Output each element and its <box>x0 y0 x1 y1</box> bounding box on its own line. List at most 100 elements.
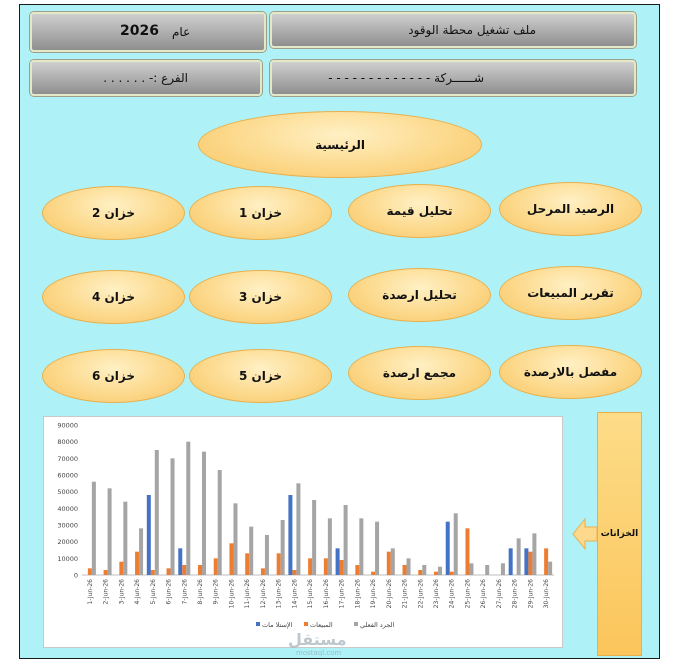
bar <box>390 548 395 575</box>
sales-report-button[interactable]: تقرير المبيعات <box>499 266 642 320</box>
balance-analysis-button[interactable]: تحليل ارصدة <box>348 268 491 322</box>
balances-summary-label: مجمع ارصدة <box>382 366 457 380</box>
bar <box>260 568 265 575</box>
year-box: 2026 عام <box>30 12 266 52</box>
y-tick-label: 80000 <box>57 438 78 446</box>
bar <box>312 500 317 575</box>
watermark-url: mostaql.com <box>296 649 342 657</box>
x-tick-label: 30-Jun-26 <box>543 579 550 608</box>
bar <box>186 441 191 575</box>
bar <box>107 488 112 575</box>
legend-swatch <box>256 622 260 626</box>
main-menu-button[interactable]: الرئيسية <box>198 111 482 178</box>
file-title-box: ملف تشغيل محطة الوقود <box>270 12 636 48</box>
left-arrow-icon <box>572 517 598 551</box>
chart-svg: 90000 80000 70000 60000 50000 40000 30000 20000… <box>57 422 554 629</box>
x-tick-label: 16-Jun-26 <box>323 579 330 608</box>
bar <box>386 551 391 575</box>
x-tick-label: 5-Jun-26 <box>150 579 157 605</box>
balance-analysis-label: تحليل ارصدة <box>382 288 457 302</box>
bar <box>119 561 124 575</box>
tank-4-button[interactable]: خزان 4 <box>42 270 185 324</box>
y-tick-label: 30000 <box>57 522 78 530</box>
bar <box>150 570 155 575</box>
bar <box>229 543 234 575</box>
tank-5-button[interactable]: خزان 5 <box>189 349 332 403</box>
bar <box>528 551 533 575</box>
bar <box>202 451 206 575</box>
y-tick-label: 70000 <box>57 455 78 463</box>
bar <box>508 548 513 575</box>
bar <box>139 528 144 575</box>
x-tick-label: 6-Jun-26 <box>166 579 173 605</box>
tanks-label: الخزانات <box>600 529 639 539</box>
x-tick-label: 19-Jun-26 <box>370 579 377 608</box>
bar <box>339 560 344 575</box>
bar <box>465 528 470 575</box>
x-tick-label: 2-Jun-26 <box>103 579 110 605</box>
tank-3-button[interactable]: خزان 3 <box>189 270 332 324</box>
x-tick-label: 20-Jun-26 <box>386 579 393 608</box>
bar <box>276 553 281 575</box>
bar <box>449 571 454 575</box>
bar <box>422 565 427 575</box>
bar <box>166 568 171 575</box>
tank-5-label: خزان 5 <box>238 369 282 383</box>
tank-3-label: خزان 3 <box>238 290 282 304</box>
bar <box>123 501 128 575</box>
bar <box>288 495 293 575</box>
tank-2-button[interactable]: خزان 2 <box>42 186 185 240</box>
main-menu-label: الرئيسية <box>315 137 365 152</box>
x-tick-label: 9-Jun-26 <box>213 579 220 605</box>
bar <box>524 548 529 575</box>
y-tick-label: 90000 <box>57 422 78 430</box>
y-tick-label: 60000 <box>57 472 78 480</box>
company-box: شــــــركة - - - - - - - - - - - - - <box>270 60 636 96</box>
y-tick-label: 0 <box>74 572 78 580</box>
watermark-logo: مستقل <box>288 630 347 649</box>
x-tick-label: 29-Jun-26 <box>527 579 534 608</box>
detailed-balances-button[interactable]: مفصل بالارصدة <box>499 345 642 399</box>
tank-1-button[interactable]: خزان 1 <box>189 186 332 240</box>
bar <box>280 520 285 575</box>
bar <box>375 521 380 575</box>
carried-balance-button[interactable]: الرصيد المرحل <box>499 182 642 236</box>
x-tick-label: 4-Jun-26 <box>134 579 141 605</box>
bar <box>217 470 222 575</box>
year-value: 2026 <box>120 23 159 39</box>
bar <box>233 503 238 575</box>
x-tick-label: 12-Jun-26 <box>260 579 267 608</box>
tank-6-label: خزان 6 <box>91 369 135 383</box>
x-tick-label: 17-Jun-26 <box>339 579 346 608</box>
y-tick-label: 20000 <box>57 538 78 546</box>
bar <box>544 548 549 575</box>
bar <box>178 548 183 575</box>
bar <box>182 565 187 575</box>
bar <box>516 538 521 575</box>
legend-label: الجرد الفعلي <box>360 621 395 629</box>
y-tick-label: 10000 <box>57 555 78 563</box>
x-tick-label: 11-Jun-26 <box>244 579 251 608</box>
bar <box>485 565 490 575</box>
x-tick-label: 10-Jun-26 <box>228 579 235 608</box>
tank-2-label: خزان 2 <box>91 206 135 220</box>
bar <box>406 558 411 575</box>
x-tick-label: 13-Jun-26 <box>276 579 283 608</box>
x-tick-label: 23-Jun-26 <box>433 579 440 608</box>
tanks-button[interactable]: الخزانات <box>597 412 642 656</box>
bar <box>249 526 254 575</box>
x-tick-label: 8-Jun-26 <box>197 579 204 605</box>
bar <box>87 568 92 575</box>
bar <box>170 458 175 575</box>
bar <box>308 558 313 575</box>
bar <box>213 558 218 575</box>
x-tick-label: 7-Jun-26 <box>181 579 188 605</box>
tank-6-button[interactable]: خزان 6 <box>42 349 185 403</box>
file-title: ملف تشغيل محطة الوقود <box>408 23 536 37</box>
bar <box>154 450 159 575</box>
tank-4-label: خزان 4 <box>91 290 135 304</box>
bar <box>198 565 202 575</box>
balances-summary-button[interactable]: مجمع ارصدة <box>348 346 491 400</box>
value-analysis-button[interactable]: تحليل قيمة <box>348 184 491 238</box>
bar <box>500 563 505 575</box>
